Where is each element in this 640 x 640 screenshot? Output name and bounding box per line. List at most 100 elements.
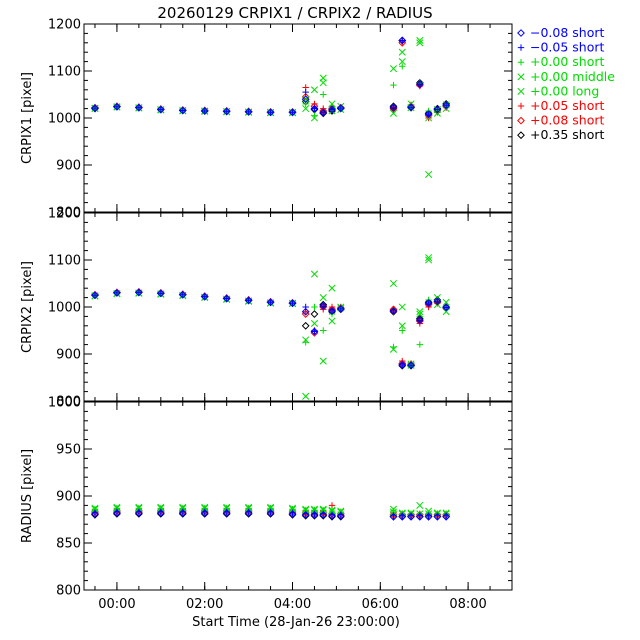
legend-marker [517, 87, 525, 95]
data-point [328, 106, 336, 113]
data-point [301, 307, 310, 316]
data-point [223, 295, 230, 302]
series-−0.08 short [91, 509, 451, 521]
data-point [320, 327, 327, 334]
data-point [310, 270, 319, 278]
panel-crpix2: 800 900 1000 1100 1200 CRPIX2 [pixel] [20, 207, 513, 410]
data-point [157, 106, 165, 113]
data-point [389, 109, 398, 117]
data-point [301, 92, 310, 101]
data-point [178, 509, 187, 517]
legend-marker [517, 131, 525, 140]
plot-frame-crpix1 [83, 23, 513, 213]
data-point [222, 509, 231, 517]
data-point [425, 256, 433, 264]
legend-entry: +0.08 short [517, 113, 605, 128]
legend-marker [517, 44, 525, 51]
data-point [398, 303, 406, 311]
data-point [134, 509, 143, 517]
data-point [398, 58, 406, 66]
data-point [390, 81, 397, 89]
data-point [416, 316, 424, 324]
data-point [433, 297, 442, 306]
data-point [399, 63, 406, 70]
legend-entry: +0.00 long [517, 83, 599, 98]
x-tick-label: 06:00 [362, 597, 399, 612]
data-point [407, 512, 415, 521]
data-point [156, 105, 165, 114]
data-point [178, 106, 187, 115]
data-point [319, 294, 327, 302]
data-point [311, 112, 318, 119]
data-point [319, 357, 327, 365]
data-point [223, 108, 230, 115]
data-point [390, 343, 397, 351]
data-point [134, 288, 143, 297]
data-point [389, 279, 398, 288]
panel-radius: 800 850 900 950 1000 RADIUS [pixel] [20, 396, 513, 599]
data-point [425, 170, 433, 178]
data-point [442, 512, 451, 521]
chart-title: 20260129 CRPIX1 / CRPIX2 / RADIUS [157, 4, 432, 22]
data-point [416, 80, 424, 88]
y-tick-label: 900 [56, 348, 81, 363]
data-point [200, 107, 209, 115]
data-point [157, 290, 165, 297]
x-tick-label: 00:00 [98, 597, 135, 612]
y-tick-label: 1000 [48, 301, 81, 316]
data-point [244, 107, 253, 116]
data-point [91, 509, 99, 518]
data-point [302, 88, 309, 96]
series-−0.08 short [91, 288, 451, 370]
data-point [398, 322, 406, 330]
data-point [434, 106, 441, 113]
data-point [310, 327, 319, 336]
data-point [320, 302, 327, 310]
data-point [113, 288, 121, 297]
data-point [302, 105, 310, 113]
data-point [416, 39, 424, 47]
data-point [398, 360, 407, 369]
data-point [389, 65, 398, 73]
legend-entry: −0.08 short [517, 25, 605, 40]
data-point [310, 319, 319, 328]
data-point [337, 104, 344, 112]
data-point [91, 104, 99, 112]
legend-label: +0.05 short [530, 98, 605, 113]
data-point [390, 307, 397, 314]
data-point [336, 511, 345, 520]
data-point [200, 509, 209, 517]
data-point [302, 95, 310, 103]
y-tick-label: 900 [56, 159, 81, 174]
data-point [319, 510, 328, 519]
data-point [222, 107, 231, 116]
data-point [244, 509, 253, 517]
legend-marker [517, 116, 525, 125]
legend-marker [517, 102, 525, 110]
data-point [399, 327, 406, 334]
data-point [442, 102, 450, 109]
data-point [398, 48, 406, 56]
legend-label: +0.00 long [530, 83, 599, 98]
data-point [434, 298, 441, 305]
data-point [328, 307, 336, 314]
data-point [113, 102, 121, 111]
data-point [135, 104, 143, 111]
data-point [336, 304, 345, 313]
legend-label: +0.08 short [530, 113, 605, 128]
legend-marker [517, 59, 525, 66]
data-point [442, 101, 451, 110]
data-point [407, 103, 415, 112]
panel-crpix1: 800 900 1000 1100 1200 CRPIX1 [pixel] [20, 18, 513, 221]
data-point [301, 510, 310, 519]
data-point [407, 361, 415, 370]
data-point [390, 104, 397, 111]
data-point [245, 108, 252, 116]
data-point [407, 103, 415, 111]
data-point [311, 328, 318, 335]
panels-layer: 800 900 1000 1100 1200 CRPIX1 [pixel] 800 900 10… [20, 18, 513, 612]
data-point [310, 510, 319, 519]
data-point [328, 306, 336, 315]
